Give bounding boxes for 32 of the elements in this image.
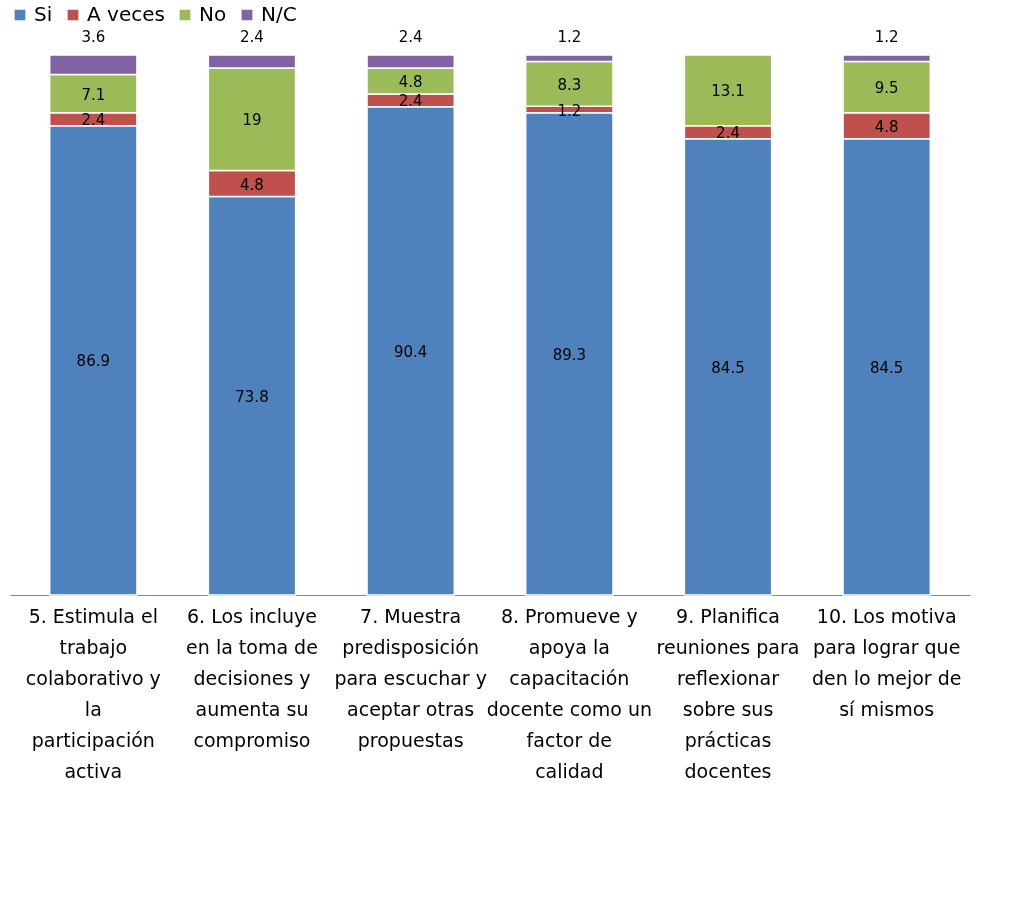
data-label: 19 <box>242 111 262 130</box>
x-tick-label: 7. Muestra predisposición para escuchar y aceptar otras propuestas <box>334 604 487 751</box>
data-label: 2.4 <box>398 28 423 46</box>
data-label: 4.8 <box>240 175 264 194</box>
legend-label: No <box>199 2 227 26</box>
data-label: 1.2 <box>874 28 899 46</box>
data-label: 2.4 <box>716 124 740 143</box>
data-label: 7.1 <box>81 85 106 104</box>
data-label: 89.3 <box>552 345 587 364</box>
data-label: 9.5 <box>874 79 899 98</box>
data-label: 8.3 <box>557 75 582 94</box>
data-label: 13.1 <box>711 82 745 101</box>
x-tick-label: 10. Los motiva para lograr que den lo mejor de sí mismos <box>811 604 962 720</box>
data-label: 84.5 <box>869 358 904 377</box>
x-tick-label: 6. Los incluye en la toma de decisiones y aumenta su compromiso <box>186 604 318 751</box>
legend-label: Si <box>34 2 53 26</box>
data-label: 1.2 <box>557 28 582 46</box>
data-label: 3.6 <box>81 28 106 46</box>
data-label: 90.4 <box>393 342 428 361</box>
x-tick-label: 5. Estimula el trabajo colaborativo y la participación activa <box>25 604 161 782</box>
legend-label: N/C <box>261 2 297 26</box>
legend-label: A veces <box>87 2 165 26</box>
data-label: 2.4 <box>398 92 423 111</box>
data-label: 4.8 <box>398 72 423 91</box>
x-tick-label: 8. Promueve y apoya la capacitación docente como un factor de calidad <box>486 604 653 782</box>
data-label: 2.4 <box>240 28 264 46</box>
data-label: 86.9 <box>76 352 111 371</box>
data-label: 4.8 <box>874 117 899 136</box>
data-label: 84.5 <box>711 358 745 377</box>
x-tick-label: 9. Planifica reuniones para reflexionar sobre sus prácticas docentes <box>656 604 800 782</box>
data-label: 2.4 <box>81 111 106 130</box>
data-label: 73.8 <box>235 387 269 406</box>
